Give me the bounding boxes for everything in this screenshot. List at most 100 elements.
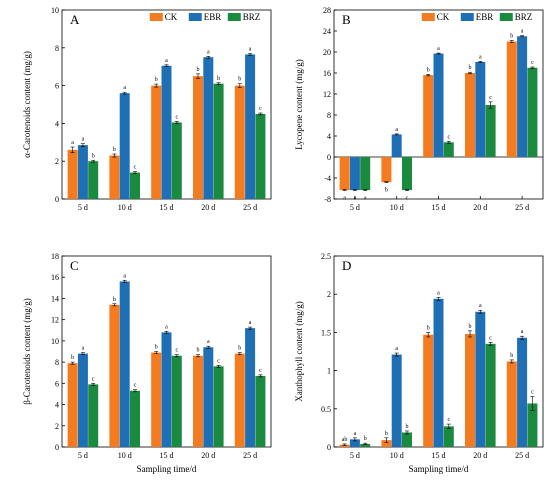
- panel-C: 0 2 4 6 8 10 12 14 16 18 β-Carotenoids content (mg…: [22, 252, 272, 460]
- panel-letter: B: [342, 12, 351, 27]
- significance-label: b: [238, 77, 241, 83]
- bar-ck: [465, 73, 475, 157]
- significance-label: a: [479, 303, 482, 309]
- y-tick-label: 6: [55, 379, 59, 388]
- bar-ebr: [391, 354, 402, 447]
- y-axis-title: Xanthophyll content (mg/g): [294, 301, 304, 401]
- bar-ebr: [161, 65, 172, 199]
- significance-label: b: [364, 436, 367, 442]
- y-tick-label: 18: [51, 252, 59, 261]
- significance-label: a: [82, 137, 85, 143]
- panel-B: -8 -4 0 4 8 12 16 20 24 28 Lycopene content (mg/g)…: [294, 6, 544, 212]
- y-tick-label: 10: [51, 337, 59, 346]
- legend-label: CK: [437, 12, 450, 22]
- x-tick-label: 15 d: [432, 451, 446, 460]
- significance-label: a: [364, 196, 367, 202]
- y-tick-label: 0: [327, 153, 331, 162]
- significance-label: a: [437, 290, 440, 296]
- x-tick-label: 10 d: [118, 203, 132, 212]
- bar-ck: [506, 361, 517, 447]
- significance-label: ab: [342, 437, 348, 443]
- bar-ck: [423, 75, 434, 157]
- significance-label: c: [134, 383, 137, 389]
- x-tick-label: 25 d: [515, 203, 529, 212]
- significance-label: b: [427, 67, 430, 73]
- bar-brz: [443, 426, 454, 447]
- bar-ebr: [203, 57, 214, 199]
- y-tick-label: 2: [55, 422, 59, 431]
- x-tick-label: 20 d: [201, 203, 215, 212]
- significance-label: b: [469, 324, 472, 330]
- y-tick-label: 1.5: [321, 328, 331, 337]
- y-tick-label: 12: [51, 316, 59, 325]
- y-tick-label: 0: [55, 443, 59, 452]
- bar-ck: [67, 363, 78, 447]
- significance-label: c: [259, 368, 262, 374]
- bar-ck: [109, 304, 120, 447]
- x-tick-label: 10 d: [118, 451, 132, 460]
- significance-label: a: [82, 346, 85, 352]
- significance-label: a: [343, 196, 346, 202]
- bar-ebr: [349, 157, 360, 191]
- legend-label: BRZ: [243, 12, 261, 22]
- significance-label: a: [437, 46, 440, 52]
- significance-label: c: [217, 358, 220, 364]
- x-axis-title-left: Sampling time/d: [137, 464, 197, 474]
- y-tick-label: 6: [55, 82, 59, 91]
- panel-letter: A: [70, 12, 80, 27]
- bar-brz: [213, 366, 224, 447]
- bar-brz: [88, 384, 99, 447]
- significance-label: b: [427, 325, 430, 331]
- y-tick-label: 4: [327, 132, 331, 141]
- bar-brz: [255, 113, 266, 199]
- significance-label: a: [521, 29, 524, 35]
- bar-brz: [527, 403, 538, 447]
- x-tick-label: 25 d: [515, 451, 529, 460]
- bar-ebr: [245, 54, 256, 199]
- x-axis-title-right: Sampling time/d: [409, 464, 469, 474]
- panel-letter: C: [70, 258, 79, 273]
- y-tick-label: 1: [327, 367, 331, 376]
- bar-brz: [255, 375, 266, 447]
- bar-ebr: [77, 145, 88, 199]
- x-tick-label: 20 d: [473, 451, 487, 460]
- significance-label: c: [134, 165, 137, 171]
- bar-ebr: [349, 439, 360, 447]
- bar-ck: [465, 333, 475, 447]
- significance-label: b: [155, 77, 158, 83]
- x-tick-label: 5 d: [78, 203, 88, 212]
- bar-ck: [381, 440, 392, 447]
- bar-ebr: [77, 353, 88, 447]
- y-tick-label: 8: [55, 44, 59, 53]
- legend-swatch-ck: [149, 13, 163, 21]
- significance-label: a: [354, 196, 357, 202]
- y-tick-label: 14: [51, 294, 59, 303]
- legend-label: EBR: [476, 12, 494, 22]
- significance-label: a: [207, 339, 210, 345]
- bar-brz: [527, 67, 538, 157]
- x-tick-label: 25 d: [243, 451, 257, 460]
- y-tick-label: 16: [51, 273, 59, 282]
- x-tick-label: 20 d: [473, 203, 487, 212]
- bar-ck: [109, 155, 120, 199]
- significance-label: a: [249, 320, 252, 326]
- legend-label: CK: [165, 12, 178, 22]
- panel-letter: D: [342, 258, 351, 273]
- bar-brz: [171, 355, 182, 447]
- bar-ebr: [119, 281, 130, 447]
- significance-label: b: [385, 431, 388, 437]
- significance-label: c: [175, 348, 178, 354]
- x-tick-label: 15 d: [160, 451, 174, 460]
- x-tick-label: 5 d: [78, 451, 88, 460]
- y-tick-label: 2: [327, 290, 331, 299]
- panel-A: 0 2 4 6 8 10 α-Carotenoids content (mg/g) A 5 d a…: [22, 6, 272, 212]
- significance-label: c: [489, 95, 492, 101]
- y-tick-label: 0: [55, 195, 59, 204]
- significance-label: c: [175, 115, 178, 121]
- y-axis-title: Lycopene content (mg/g): [294, 59, 304, 149]
- bar-ck: [193, 76, 203, 199]
- y-tick-label: -8: [324, 195, 331, 204]
- y-tick-label: 10: [51, 6, 59, 15]
- y-tick-label: 0: [327, 443, 331, 452]
- x-tick-label: 10 d: [390, 203, 404, 212]
